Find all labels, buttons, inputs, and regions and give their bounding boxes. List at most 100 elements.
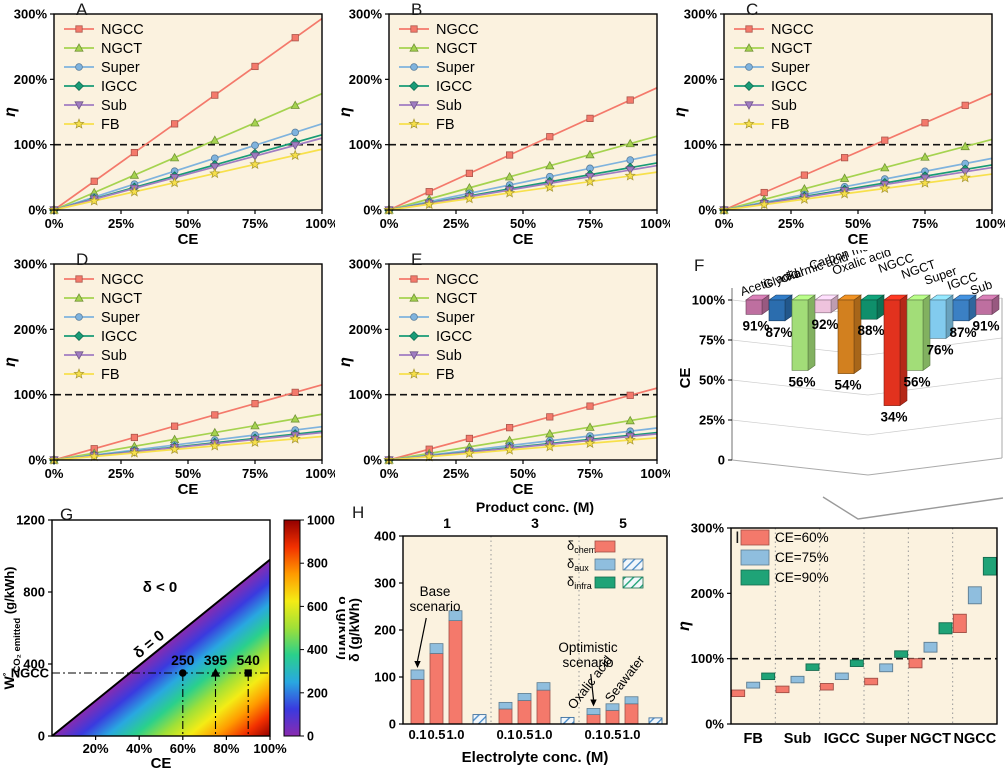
chart-text: 5 (619, 515, 627, 531)
chart-text: IGCC (824, 731, 861, 747)
chart-text: NGCT (101, 41, 142, 57)
chart-text: NGCT (771, 41, 812, 57)
chart-text: 25% (699, 413, 725, 428)
series-NGCC (50, 17, 323, 214)
chart-text: 50% (699, 373, 725, 388)
chart-text: 50% (510, 466, 536, 481)
chart-text: 87% (765, 325, 792, 340)
chart-text: 0.1 (584, 727, 602, 742)
chart-text: W°CO₂ emitted (g/kWh) (1, 567, 23, 690)
chart-text: FB (743, 731, 762, 747)
chart-text: Super (436, 310, 475, 326)
chart-text: 540 (237, 652, 261, 668)
chart-text: 0.1 (408, 727, 426, 742)
chart-text: 50% (175, 216, 201, 231)
chart-text: 200% (349, 322, 383, 337)
chart-text: Sub (784, 731, 812, 747)
chart-text: 75% (577, 216, 603, 231)
chart-text: η (672, 107, 689, 117)
chart-text: Super (101, 60, 140, 76)
chart-text: 200 (307, 686, 328, 700)
panel-label-f: F (694, 256, 705, 275)
range-series-CE=90% (761, 556, 997, 681)
panel-label-b: B (411, 0, 423, 19)
chart-text: NGCC (101, 22, 144, 38)
chart-text: Electrolyte conc. (M) (462, 749, 609, 766)
chart-text: 1.0 (622, 727, 640, 742)
connector-lines (822, 496, 1004, 520)
chart-text: 50% (510, 216, 536, 231)
chart-h-stacked-bars: 0.1 0.5 1.010.1 0.5 1.030.1 0.5 1.050100200300… (346, 500, 668, 766)
chart-text: 40% (126, 741, 152, 756)
chart-text: Sub (436, 348, 462, 364)
chart-text: CE=75% (775, 550, 829, 565)
chart-text: 400 (307, 643, 328, 657)
chart-text: scenario (562, 655, 613, 670)
chart-text: 100 (374, 670, 396, 685)
chart-text: η (2, 357, 19, 367)
chart-text: 0% (28, 203, 47, 218)
chart-i-range-bars: 0% 100% 200% 300% FB Sub IGCC Super NGCT NGCC η CE=… (676, 521, 998, 747)
panel-i: 0% 100% 200% 300% FB Sub IGCC Super NGCT NGCC η CE=… (675, 500, 1005, 768)
chart-text: CE (178, 481, 199, 498)
chart-text: 91% (972, 318, 999, 333)
chart-e: 0% 25% 50% 75% 100% 0% 100% 200% 300% CE η NGCC NGCT… (337, 257, 670, 499)
chart-text: 100% (684, 137, 718, 152)
legend: NGCC NGCT Super IGCC Sub FB (399, 272, 479, 383)
chart-text: 395 (204, 652, 228, 668)
chart-text: 100% (349, 387, 383, 402)
legend: NGCC NGCT Super IGCC Sub FB (734, 22, 814, 133)
chart-b: 0% 25% 50% 75% 100% 0% 100% 200% 300% CE η NGCC NGCT… (337, 7, 670, 249)
axes: 0% 25% 50% 75% 100% 0% 100% 200% 300% CE η (2, 257, 335, 499)
chart-text: Super (866, 731, 907, 747)
chart-text: 60% (170, 741, 196, 756)
axes: 20% 40% 60% 80% 100% 0 400 800 1200 CE W°CO₂ emitt… (1, 513, 287, 768)
chart-text: CE (513, 481, 534, 498)
legend: CE=60% CE=75% CE=90% (740, 529, 829, 586)
chart-text: 88% (857, 323, 884, 338)
range-series-CE=75% (746, 586, 982, 689)
panel-label-g: G (60, 505, 74, 524)
axes: 0 25% 50% 75% 100% CE (677, 293, 732, 468)
chart-text: 75% (912, 216, 938, 231)
chart-text: NGCT (436, 41, 477, 57)
chart-text: 87% (949, 325, 976, 340)
chart-text: scenario (409, 599, 460, 614)
chart-text: 1 (443, 515, 451, 531)
chart-a: 0% 25% 50% 75% 100% 0% 100% 200% 300% CE η NGCC NGCT… (2, 7, 335, 249)
panel-label-a: A (76, 0, 88, 19)
chart-text: 300% (684, 7, 718, 22)
chart-text: CE=90% (775, 570, 829, 585)
chart-text: 100% (691, 651, 725, 666)
legend: NGCC NGCT Super IGCC Sub FB (64, 22, 144, 133)
axes: 0% 25% 50% 75% 100% 0% 100% 200% 300% CE η (337, 257, 670, 499)
chart-text: NGCT (436, 291, 477, 307)
chart-text: NGCC (436, 22, 479, 38)
chart-text: 100% (14, 137, 48, 152)
chart-c: 0% 25% 50% 75% 100% 0% 100% 200% 300% CE η NGCC NGCT… (672, 7, 1005, 249)
chart-text: 300% (691, 521, 725, 536)
chart-text: 0 (38, 729, 45, 744)
chart-text: 0 (389, 717, 396, 732)
chart-text: 34% (880, 410, 907, 425)
chart-text: Sub (968, 277, 994, 297)
axes: 0% 25% 50% 75% 100% 0% 100% 200% 300% CE η (337, 7, 670, 249)
chart-text: 0% (363, 453, 382, 468)
chart-text: 0.1 (496, 727, 514, 742)
chart-text: 75% (242, 216, 268, 231)
chart-text: IGCC (436, 329, 472, 345)
chart-text: FB (436, 117, 455, 133)
chart-text: 100% (349, 137, 383, 152)
chart-text: 1.0 (446, 727, 464, 742)
chart-text: 400 (374, 529, 396, 544)
chart-text: IGCC (101, 329, 137, 345)
panel-a: 0% 25% 50% 75% 100% 0% 100% 200% 300% CE η NGCC NGCT… (0, 0, 335, 250)
panel-label-e: E (411, 250, 423, 269)
chart-text: η (337, 107, 354, 117)
chart-text: 300 (374, 576, 396, 591)
colorbar: 0 200 400 600 800 1000 δ (g/kWh) (283, 514, 345, 744)
chart-text: IGCC (771, 79, 807, 95)
chart-text: Sub (771, 98, 797, 114)
chart-text: 200% (691, 586, 725, 601)
panel-label-c: C (746, 0, 759, 19)
